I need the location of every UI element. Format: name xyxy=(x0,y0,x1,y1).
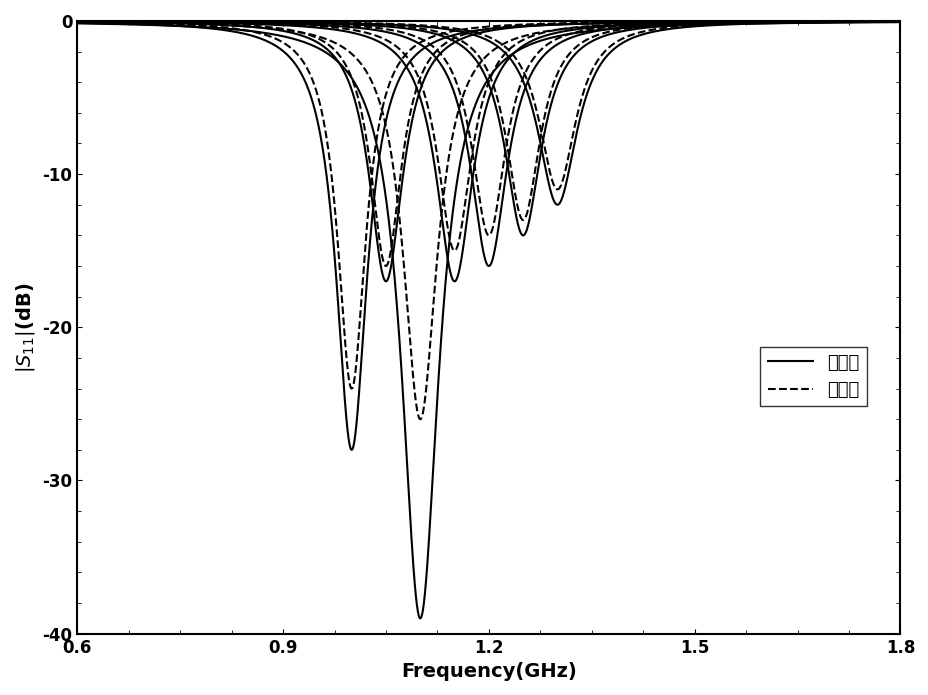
测试値 xyxy=(346,445,357,454)
测试値 xyxy=(106,19,117,28)
理论値 xyxy=(106,19,117,27)
测试値 xyxy=(850,17,861,26)
理论値 xyxy=(850,17,861,26)
Legend: 测试値, 理论値: 测试値, 理论値 xyxy=(760,347,866,406)
理论値 xyxy=(233,25,244,33)
理论値 xyxy=(121,19,132,27)
X-axis label: Frequency(GHz): Frequency(GHz) xyxy=(401,662,576,681)
测试値 xyxy=(233,28,244,37)
测试値 xyxy=(121,19,132,28)
理论値 xyxy=(473,23,484,31)
理论値 xyxy=(71,18,83,26)
测试値 xyxy=(894,17,905,26)
测试値 xyxy=(473,26,484,34)
理论値 xyxy=(75,18,86,26)
Y-axis label: $|S_{11}|$(dB): $|S_{11}|$(dB) xyxy=(14,282,37,373)
理论値 xyxy=(894,17,905,26)
Line: 测试値: 测试値 xyxy=(77,22,899,450)
测试値 xyxy=(75,19,86,27)
测试値 xyxy=(71,19,83,27)
Line: 理论値: 理论値 xyxy=(77,22,899,389)
理论値 xyxy=(346,384,357,393)
